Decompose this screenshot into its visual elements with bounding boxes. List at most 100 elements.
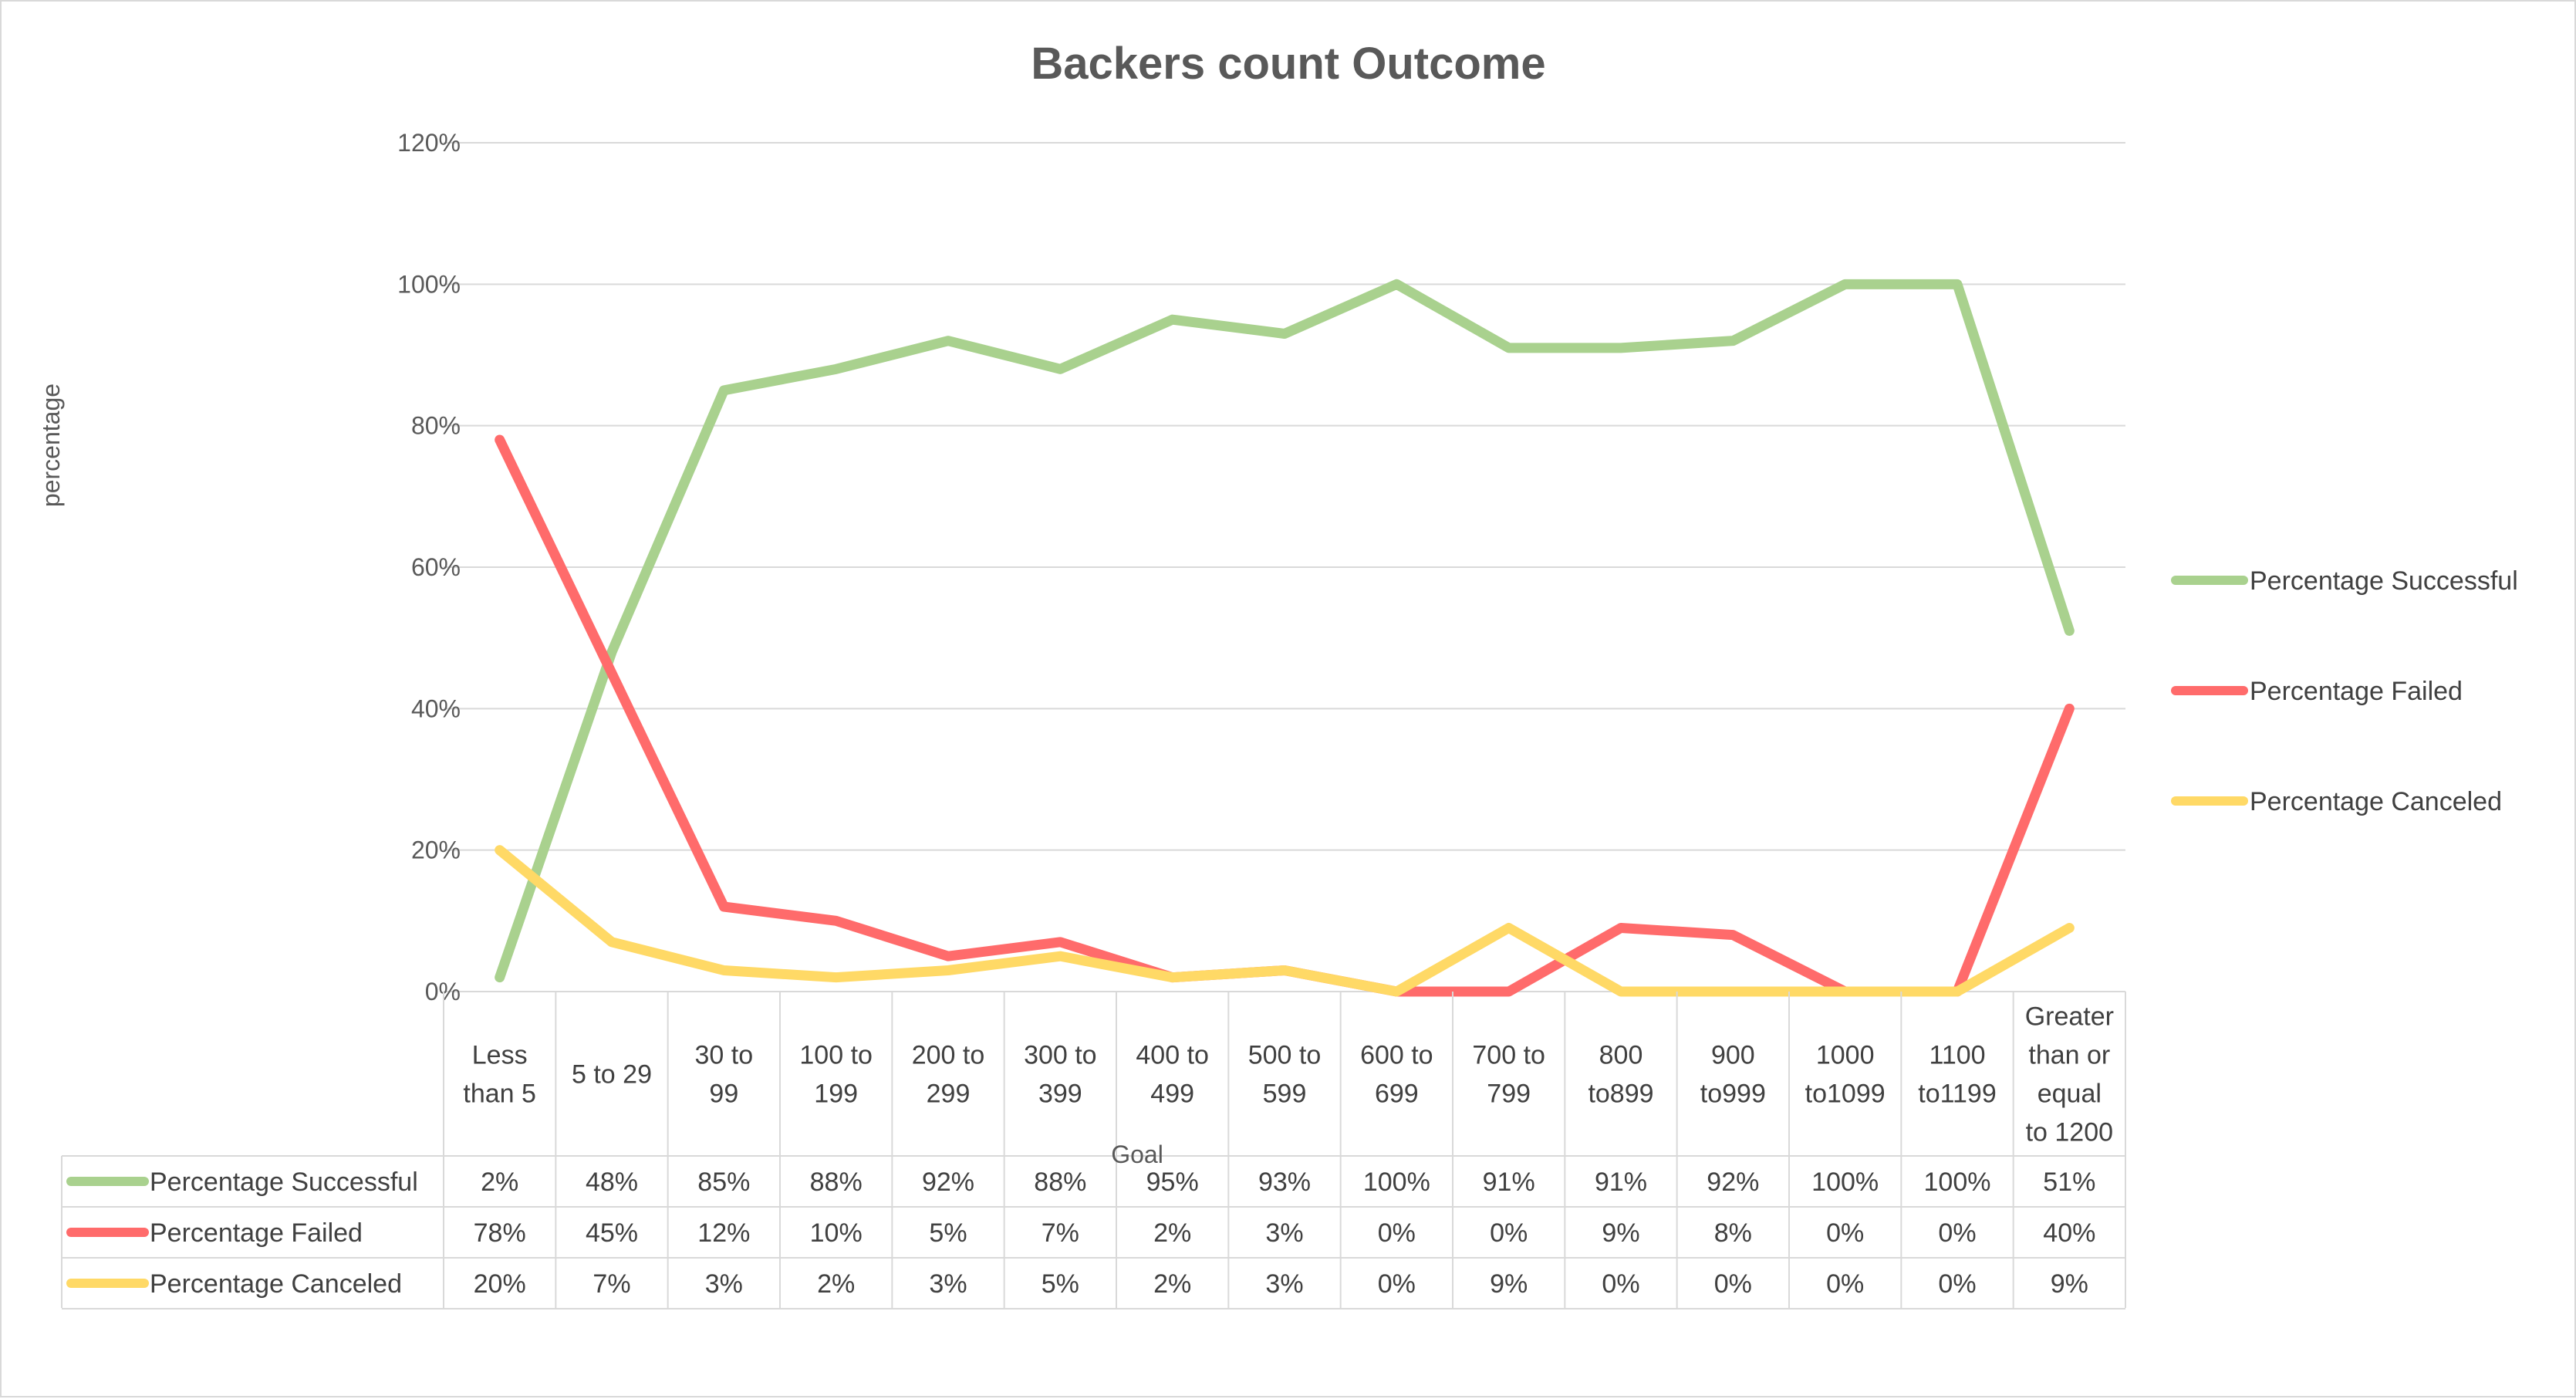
table-series-name: Percentage Failed (150, 1218, 363, 1248)
table-series-name: Percentage Successful (150, 1168, 418, 1197)
series-line (495, 279, 2075, 983)
table-value: 5% (929, 1218, 967, 1248)
gridlines (444, 142, 2125, 992)
table-value: 7% (1042, 1218, 1079, 1248)
category-label-line: equal (2038, 1080, 2102, 1109)
table-series-name: Percentage Canceled (150, 1269, 402, 1299)
y-tick-label: 20% (411, 836, 461, 864)
category-label-line: to 1200 (2026, 1118, 2113, 1147)
category-label: 30 to 99 (695, 1041, 754, 1109)
category-label-line: 5 to 29 (572, 1060, 652, 1090)
table-value: 8% (1714, 1218, 1752, 1248)
category-label: 500 to 599 (1248, 1041, 1322, 1109)
table-value: 51% (2043, 1168, 2095, 1197)
legend: Percentage Successful Percentage Failed Pe… (2171, 566, 2518, 816)
legend-label: Percentage Failed (2250, 677, 2463, 706)
category-label-line: 799 (1487, 1080, 1531, 1109)
category-label-line: 599 (1263, 1080, 1307, 1109)
category-label-line: 1100 (1929, 1041, 1985, 1070)
category-label: 600 to 699 (1360, 1041, 1433, 1109)
table-value: 40% (2043, 1218, 2095, 1248)
category-label-line: Greater (2025, 1002, 2114, 1032)
table-value: 100% (1924, 1168, 1991, 1197)
table-value: 0% (1938, 1269, 1976, 1299)
table-value: 9% (1602, 1218, 1639, 1248)
category-label-line: 200 to (912, 1041, 985, 1070)
category-label: 1100 to1199 (1918, 1041, 1996, 1109)
category-label: 5 to 29 (572, 1060, 652, 1090)
category-label: 400 to 499 (1136, 1041, 1209, 1109)
category-label-line: 30 to (695, 1041, 754, 1070)
table-value: 0% (1602, 1269, 1639, 1299)
category-label-line: than 5 (463, 1080, 536, 1109)
category-label-line: 99 (709, 1080, 738, 1109)
table-value: 91% (1483, 1168, 1535, 1197)
category-label-line: 500 to (1248, 1041, 1322, 1070)
series-line (495, 434, 2075, 997)
category-label-line: 199 (814, 1080, 858, 1109)
table-value: 88% (810, 1168, 863, 1197)
x-axis-title: Goal (1111, 1140, 1163, 1168)
table-value: 2% (481, 1168, 518, 1197)
table-value: 3% (1265, 1218, 1303, 1248)
legend-label: Percentage Canceled (2250, 787, 2502, 816)
category-label-line: 299 (927, 1080, 971, 1109)
category-label-line: than or (2028, 1041, 2110, 1070)
y-tick-label: 40% (411, 694, 461, 722)
table-value: 0% (1378, 1269, 1416, 1299)
category-label: 200 to 299 (912, 1041, 985, 1109)
category-label-line: to999 (1700, 1080, 1766, 1109)
category-label: 100 to 199 (799, 1041, 873, 1109)
category-label-line: 699 (1375, 1080, 1419, 1109)
chart-title: Backers count Outcome (1031, 39, 1545, 89)
table-value: 95% (1146, 1168, 1199, 1197)
category-label-line: 1000 (1816, 1041, 1875, 1070)
table-value: 5% (1042, 1269, 1079, 1299)
table-value: 0% (1938, 1218, 1976, 1248)
y-tick-label: 60% (411, 553, 461, 581)
legend-label: Percentage Successful (2250, 566, 2518, 596)
category-label-line: 400 to (1136, 1041, 1209, 1070)
table-value: 9% (2051, 1269, 2088, 1299)
table-value: 2% (1153, 1269, 1191, 1299)
y-tick-label: 0% (425, 978, 461, 1005)
category-label-line: 900 (1711, 1041, 1755, 1070)
table-value: 100% (1811, 1168, 1879, 1197)
series-lines (495, 279, 2075, 997)
table-value: 88% (1034, 1168, 1086, 1197)
table-value: 92% (1707, 1168, 1759, 1197)
category-label-line: to899 (1588, 1080, 1653, 1109)
category-label: 700 to 799 (1472, 1041, 1545, 1109)
table-value: 0% (1714, 1269, 1752, 1299)
table-value: 2% (1153, 1218, 1191, 1248)
table-value: 2% (817, 1269, 855, 1299)
table-value: 0% (1826, 1269, 1864, 1299)
table-value: 92% (922, 1168, 974, 1197)
category-label-line: 399 (1038, 1080, 1082, 1109)
category-label-line: to1199 (1918, 1080, 1996, 1109)
category-label-line: Less (472, 1041, 528, 1070)
y-tick-label: 80% (411, 412, 461, 440)
table-value: 0% (1490, 1218, 1528, 1248)
table-value: 3% (1265, 1269, 1303, 1299)
table-value: 78% (474, 1218, 526, 1248)
table-value: 45% (586, 1218, 638, 1248)
category-label: 900 to999 (1700, 1041, 1766, 1109)
table-value: 85% (697, 1168, 750, 1197)
category-label-line: 800 (1599, 1041, 1643, 1070)
category-label-line: 100 to (799, 1041, 873, 1070)
category-label-line: 700 to (1472, 1041, 1545, 1070)
category-label: 1000 to1099 (1805, 1041, 1886, 1109)
y-axis-title: percentage (37, 384, 65, 507)
table-value: 9% (1490, 1269, 1528, 1299)
category-label-line: 300 to (1024, 1041, 1097, 1070)
y-axis-ticks: 0% 20% 40% 60% 80% 100% 120% (397, 129, 461, 1005)
table-value: 7% (593, 1269, 630, 1299)
table-value: 20% (474, 1269, 526, 1299)
table-value: 93% (1258, 1168, 1311, 1197)
table-value: 3% (705, 1269, 743, 1299)
category-label-line: 600 to (1360, 1041, 1433, 1070)
